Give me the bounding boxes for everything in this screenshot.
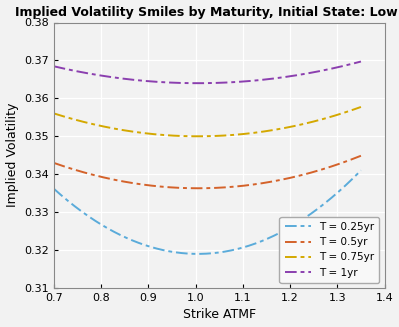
- T = 0.25yr: [275, 232, 280, 236]
- T = 0.75yr: [245, 131, 250, 135]
- T = 0.75yr: [359, 105, 363, 109]
- T = 0.5yr: [152, 184, 156, 188]
- T = 0.25yr: [51, 187, 56, 191]
- T = 0.75yr: [51, 112, 56, 115]
- T = 0.5yr: [275, 179, 280, 182]
- T = 0.5yr: [274, 179, 279, 183]
- T = 0.25yr: [152, 246, 156, 250]
- T = 0.75yr: [173, 134, 178, 138]
- T = 1yr: [51, 64, 56, 68]
- T = 0.5yr: [245, 183, 250, 187]
- T = 0.25yr: [359, 168, 363, 172]
- T = 0.25yr: [173, 250, 178, 254]
- T = 0.75yr: [275, 127, 280, 131]
- T = 0.75yr: [152, 132, 156, 136]
- T = 0.5yr: [359, 154, 363, 158]
- Legend: T = 0.25yr, T = 0.5yr, T = 0.75yr, T = 1yr: T = 0.25yr, T = 0.5yr, T = 0.75yr, T = 1…: [279, 217, 379, 283]
- Line: T = 0.75yr: T = 0.75yr: [54, 107, 361, 136]
- T = 1yr: [274, 76, 279, 80]
- T = 1yr: [245, 79, 250, 83]
- T = 1yr: [196, 81, 200, 85]
- T = 1yr: [173, 81, 178, 85]
- T = 0.5yr: [88, 172, 93, 176]
- T = 1yr: [275, 76, 280, 80]
- T = 0.25yr: [245, 244, 250, 248]
- T = 1yr: [88, 72, 93, 76]
- X-axis label: Strike ATMF: Strike ATMF: [183, 308, 256, 321]
- Line: T = 1yr: T = 1yr: [54, 61, 361, 83]
- T = 0.5yr: [196, 186, 200, 190]
- T = 0.25yr: [88, 216, 93, 220]
- T = 0.75yr: [196, 134, 200, 138]
- T = 0.5yr: [173, 186, 178, 190]
- T = 1yr: [152, 80, 156, 84]
- Title: Implied Volatility Smiles by Maturity, Initial State: Low vol: Implied Volatility Smiles by Maturity, I…: [15, 6, 399, 19]
- Line: T = 0.25yr: T = 0.25yr: [54, 170, 361, 254]
- T = 1yr: [359, 60, 363, 63]
- T = 0.5yr: [51, 161, 56, 165]
- T = 0.75yr: [88, 122, 93, 126]
- T = 0.75yr: [274, 128, 279, 131]
- T = 0.25yr: [196, 252, 200, 256]
- Y-axis label: Implied Volatility: Implied Volatility: [6, 103, 19, 207]
- Line: T = 0.5yr: T = 0.5yr: [54, 156, 361, 188]
- T = 0.25yr: [274, 232, 279, 236]
